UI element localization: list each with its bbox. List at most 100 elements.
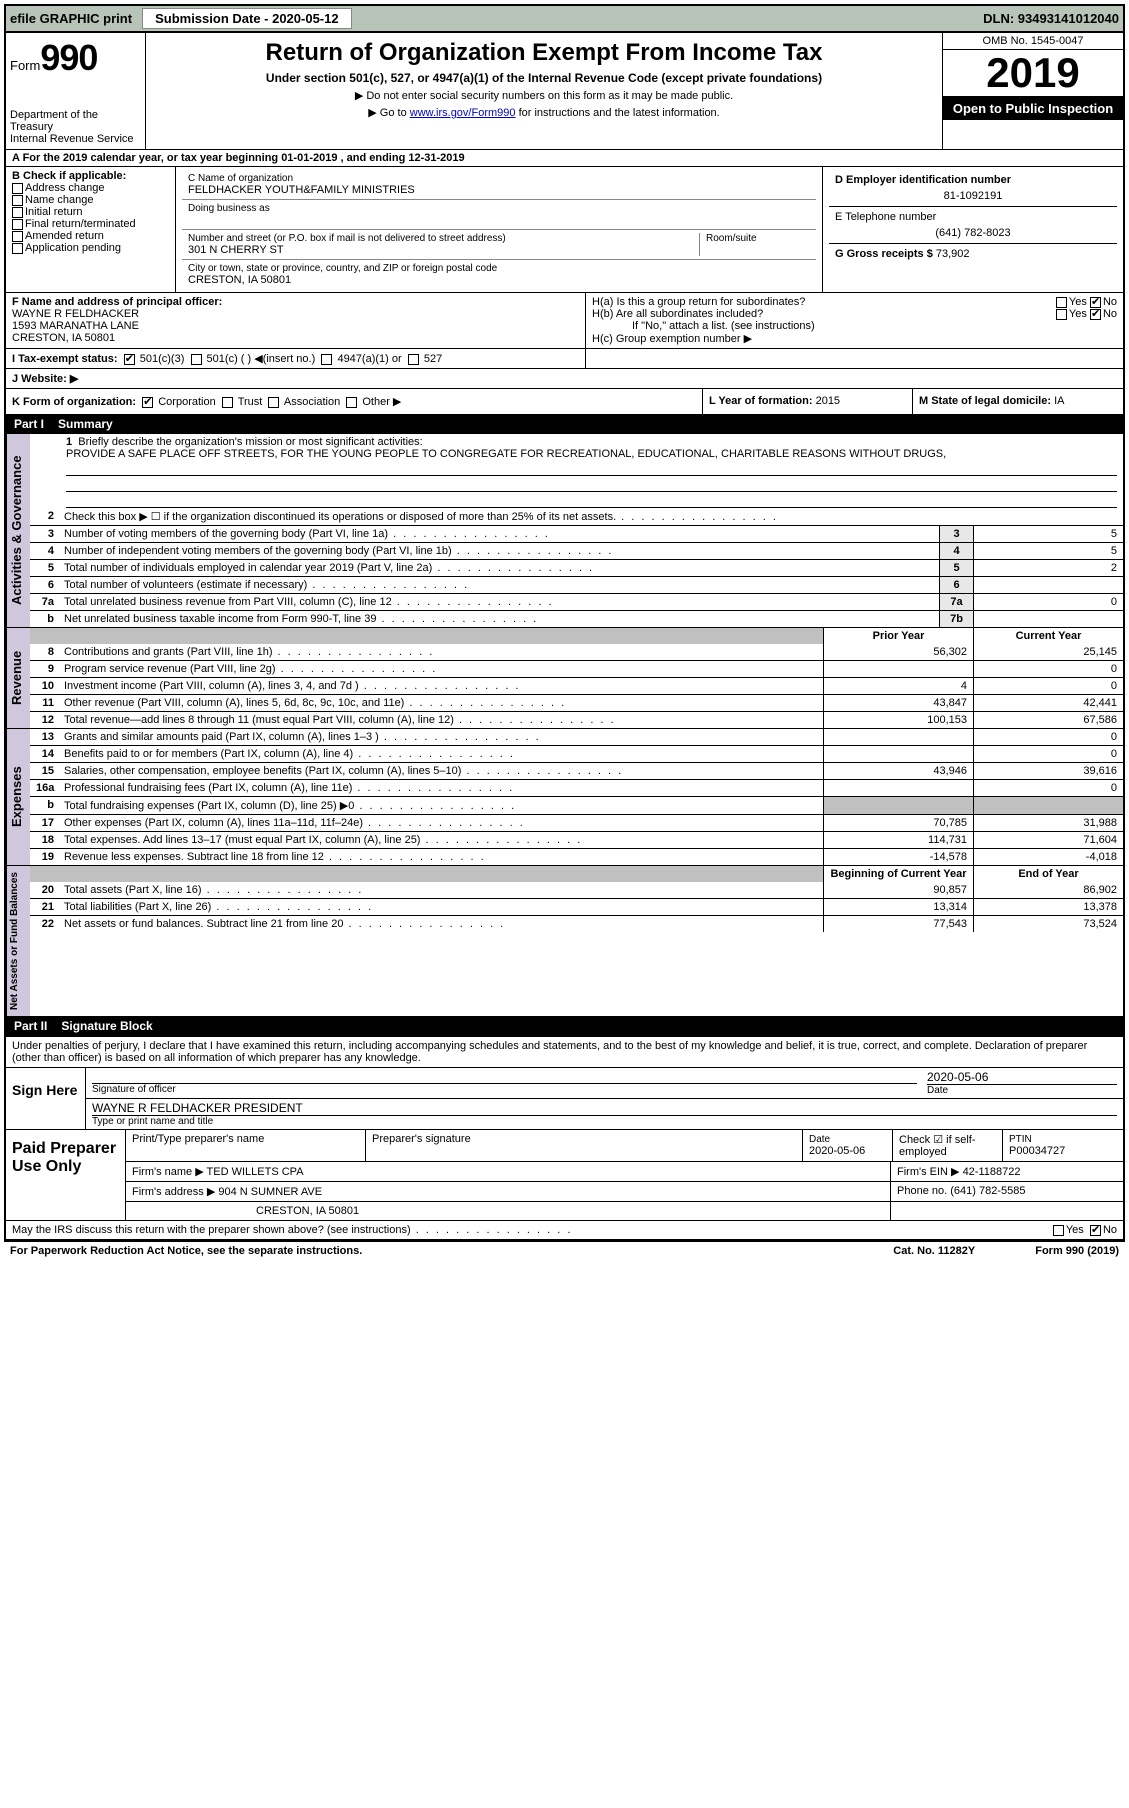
officer-addr1: 1593 MARANATHA LANE: [12, 320, 579, 332]
dln-label: DLN: 93493141012040: [983, 11, 1119, 26]
form-line: 5Total number of individuals employed in…: [30, 559, 1123, 576]
part2-bar: Part II Signature Block: [6, 1016, 1123, 1035]
b-check-item[interactable]: Final return/terminated: [12, 218, 169, 230]
form-line: bNet unrelated business taxable income f…: [30, 610, 1123, 627]
submission-date: Submission Date - 2020-05-12: [142, 8, 352, 29]
tax-year: 2019: [943, 50, 1123, 97]
sidetab-netassets: Net Assets or Fund Balances: [6, 866, 30, 1016]
form-line: 20Total assets (Part X, line 16)90,85786…: [30, 882, 1123, 898]
prep-date: 2020-05-06: [809, 1145, 865, 1157]
form990-link[interactable]: www.irs.gov/Form990: [410, 107, 516, 119]
mission-text: PROVIDE A SAFE PLACE OFF STREETS, FOR TH…: [66, 448, 946, 460]
page-footer: For Paperwork Reduction Act Notice, see …: [4, 1241, 1125, 1260]
goto-note: ▶ Go to www.irs.gov/Form990 for instruct…: [156, 106, 932, 119]
l-label: L Year of formation:: [709, 395, 813, 407]
tax-status-opt[interactable]: 501(c) ( ) ◀(insert no.): [184, 353, 315, 365]
form-line: 15Salaries, other compensation, employee…: [30, 762, 1123, 779]
city-label: City or town, state or province, country…: [188, 263, 810, 274]
paid-preparer-label: Paid Preparer Use Only: [6, 1130, 126, 1220]
tax-status-opt[interactable]: 4947(a)(1) or: [315, 353, 401, 365]
form-line: 16aProfessional fundraising fees (Part I…: [30, 779, 1123, 796]
firm-city: CRESTON, IA 50801: [126, 1202, 891, 1220]
b-label: B Check if applicable:: [12, 170, 169, 182]
efile-label: efile GRAPHIC print: [10, 11, 132, 26]
sidetab-governance: Activities & Governance: [6, 434, 30, 627]
open-inspection: Open to Public Inspection: [943, 97, 1123, 120]
form-org-opt[interactable]: Corporation: [139, 396, 216, 408]
form-line: 18Total expenses. Add lines 13–17 (must …: [30, 831, 1123, 848]
prep-name-label: Print/Type preparer's name: [126, 1130, 366, 1161]
city-value: CRESTON, IA 50801: [188, 274, 810, 286]
sig-officer-label: Signature of officer: [92, 1084, 917, 1095]
hc-label: H(c) Group exemption number ▶: [592, 332, 1117, 345]
b-check-item[interactable]: Application pending: [12, 242, 169, 254]
form-line: 17Other expenses (Part IX, column (A), l…: [30, 814, 1123, 831]
street-value: 301 N CHERRY ST: [188, 244, 699, 256]
sidetab-revenue: Revenue: [6, 628, 30, 728]
b-check-item[interactable]: Name change: [12, 194, 169, 206]
paid-preparer-block: Paid Preparer Use Only Print/Type prepar…: [6, 1129, 1123, 1220]
form-line: 13Grants and similar amounts paid (Part …: [30, 729, 1123, 745]
sig-date-label: Date: [927, 1085, 1117, 1096]
firm-phone: (641) 782-5585: [950, 1185, 1025, 1197]
form-org-opt[interactable]: Other ▶: [340, 396, 401, 408]
c-name-label: C Name of organization: [188, 173, 810, 184]
current-year-hdr: Current Year: [973, 628, 1123, 644]
b-check-item[interactable]: Amended return: [12, 230, 169, 242]
form-line: 22Net assets or fund balances. Subtract …: [30, 915, 1123, 932]
b-check-item[interactable]: Initial return: [12, 206, 169, 218]
m-value: IA: [1054, 395, 1064, 407]
officer-name: WAYNE R FELDHACKER: [12, 308, 579, 320]
form-title: Return of Organization Exempt From Incom…: [156, 39, 932, 67]
hb-label: H(b) Are all subordinates included?: [592, 308, 763, 320]
k-options: Corporation Trust Association Other ▶: [139, 396, 401, 408]
line1-label: Briefly describe the organization's miss…: [78, 436, 422, 448]
dept-label: Department of the Treasury Internal Reve…: [10, 109, 141, 145]
part2-title: Signature Block: [61, 1019, 152, 1033]
form-line: 6Total number of volunteers (estimate if…: [30, 576, 1123, 593]
i-label: I Tax-exempt status:: [12, 353, 118, 365]
tax-status-opt[interactable]: 527: [402, 353, 443, 365]
form-line: 2Check this box ▶ ☐ if the organization …: [30, 508, 1123, 525]
hb-note: If "No," attach a list. (see instruction…: [592, 320, 1117, 332]
netasset-lines: 20Total assets (Part X, line 16)90,85786…: [30, 882, 1123, 932]
section-bcdefg: B Check if applicable: Address changeNam…: [6, 166, 1123, 292]
b-check-item[interactable]: Address change: [12, 182, 169, 194]
prep-sig-label: Preparer's signature: [366, 1130, 803, 1161]
form-line: 19Revenue less expenses. Subtract line 1…: [30, 848, 1123, 865]
cat-no: Cat. No. 11282Y: [893, 1245, 975, 1257]
form-frame: Form990 Department of the Treasury Inter…: [4, 33, 1125, 1241]
self-employed: Check ☑ if self-employed: [893, 1130, 1003, 1161]
row-a-period: A For the 2019 calendar year, or tax yea…: [6, 149, 1123, 166]
part2-num: Part II: [14, 1019, 47, 1033]
form-line: 10Investment income (Part VIII, column (…: [30, 677, 1123, 694]
officer-addr2: CRESTON, IA 50801: [12, 332, 579, 344]
phone-value: (641) 782-8023: [835, 227, 1111, 239]
governance-lines: 2Check this box ▶ ☐ if the organization …: [30, 508, 1123, 627]
k-label: K Form of organization:: [12, 396, 136, 408]
dba-label: Doing business as: [188, 203, 810, 214]
form-line: 7aTotal unrelated business revenue from …: [30, 593, 1123, 610]
form-line: 9Program service revenue (Part VIII, lin…: [30, 660, 1123, 677]
expense-lines: 13Grants and similar amounts paid (Part …: [30, 729, 1123, 865]
ptin-value: P00034727: [1009, 1145, 1065, 1157]
tax-status-opt[interactable]: 501(c)(3): [121, 353, 185, 365]
form-subtitle: Under section 501(c), 527, or 4947(a)(1)…: [156, 71, 932, 85]
begin-year-hdr: Beginning of Current Year: [823, 866, 973, 882]
form-header: Form990 Department of the Treasury Inter…: [6, 33, 1123, 149]
d-label: D Employer identification number: [835, 174, 1111, 186]
form-org-opt[interactable]: Association: [262, 396, 340, 408]
paperwork-notice: For Paperwork Reduction Act Notice, see …: [10, 1245, 362, 1257]
ssn-note: ▶ Do not enter social security numbers o…: [156, 89, 932, 102]
f-label: F Name and address of principal officer:: [12, 296, 579, 308]
rev-header-row: Prior Year Current Year: [30, 628, 1123, 644]
b-checklist: Address changeName changeInitial returnF…: [12, 182, 169, 254]
ein-value: 81-1092191: [835, 190, 1111, 202]
l-value: 2015: [816, 395, 840, 407]
form-org-opt[interactable]: Trust: [216, 396, 263, 408]
firm-ein: 42-1188722: [963, 1166, 1021, 1178]
room-label: Room/suite: [700, 233, 810, 256]
form-line: 11Other revenue (Part VIII, column (A), …: [30, 694, 1123, 711]
gross-receipts: 73,902: [936, 248, 970, 260]
form-line: 12Total revenue—add lines 8 through 11 (…: [30, 711, 1123, 728]
